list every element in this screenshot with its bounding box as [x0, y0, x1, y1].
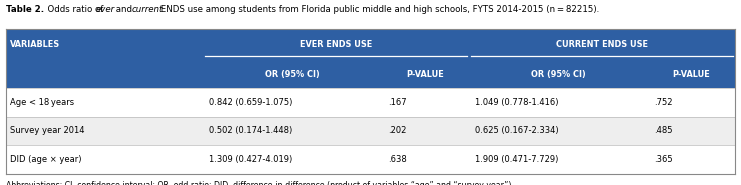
Text: Table 2.: Table 2.: [6, 5, 44, 14]
Text: Abbreviations: CI, confidence interval; OR, odd ratio; DID, difference-in-differ: Abbreviations: CI, confidence interval; …: [6, 181, 514, 185]
Text: 1.309 (0.427-4.019): 1.309 (0.427-4.019): [209, 155, 292, 164]
Text: and: and: [113, 5, 134, 14]
Bar: [6, 29, 735, 174]
Text: P-VALUE: P-VALUE: [673, 70, 711, 79]
Text: VARIABLES: VARIABLES: [10, 40, 61, 49]
Text: .167: .167: [388, 98, 407, 107]
Text: P-VALUE: P-VALUE: [407, 70, 445, 79]
Text: 1.049 (0.778-1.416): 1.049 (0.778-1.416): [475, 98, 559, 107]
Text: 0.625 (0.167-2.334): 0.625 (0.167-2.334): [475, 126, 559, 135]
Text: .485: .485: [654, 126, 672, 135]
Text: 0.842 (0.659-1.075): 0.842 (0.659-1.075): [209, 98, 293, 107]
Text: OR (95% CI): OR (95% CI): [531, 70, 586, 79]
Text: ever: ever: [96, 5, 115, 14]
Text: 1.909 (0.471-7.729): 1.909 (0.471-7.729): [475, 155, 559, 164]
Text: .365: .365: [654, 155, 673, 164]
Text: .638: .638: [388, 155, 407, 164]
Text: Age < 18 years: Age < 18 years: [10, 98, 75, 107]
Text: current: current: [131, 5, 162, 14]
Text: .202: .202: [388, 126, 406, 135]
Bar: [6, 88, 735, 117]
Bar: [6, 61, 735, 88]
Text: DID (age × year): DID (age × year): [10, 155, 82, 164]
Text: EVER ENDS USE: EVER ENDS USE: [300, 40, 372, 49]
Text: OR (95% CI): OR (95% CI): [265, 70, 320, 79]
Text: Survey year 2014: Survey year 2014: [10, 126, 85, 135]
Text: .752: .752: [654, 98, 672, 107]
Bar: [6, 117, 735, 145]
Text: Odds ratio of: Odds ratio of: [42, 5, 107, 14]
Text: ENDS use among students from Florida public middle and high schools, FYTS 2014-2: ENDS use among students from Florida pub…: [158, 5, 599, 14]
Bar: [6, 29, 735, 61]
Bar: [6, 145, 735, 174]
Text: 0.502 (0.174-1.448): 0.502 (0.174-1.448): [209, 126, 292, 135]
Text: CURRENT ENDS USE: CURRENT ENDS USE: [556, 40, 648, 49]
